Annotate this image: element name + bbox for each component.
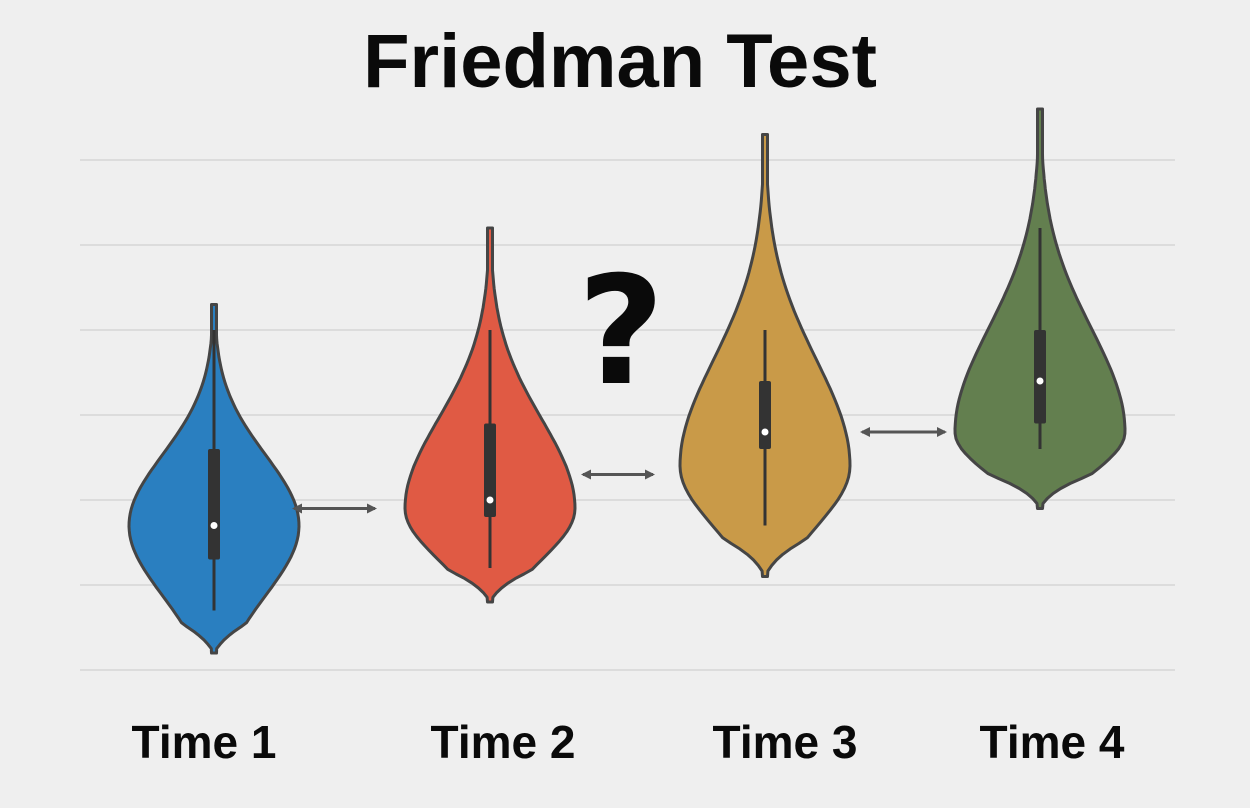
violin-iqr-box: [759, 381, 771, 449]
violin-median-point: [486, 496, 494, 504]
violin-2: [403, 226, 577, 604]
x-tick-label: Time 1: [132, 716, 277, 768]
x-tick-label: Time 3: [713, 716, 858, 768]
x-tick-label: Time 2: [431, 716, 576, 768]
violin-iqr-box: [1034, 330, 1046, 424]
x-tick-label: Time 4: [980, 716, 1125, 768]
violin-3: [678, 133, 852, 578]
violin-4: [953, 107, 1127, 510]
violin-median-point: [761, 428, 769, 436]
violin-iqr-box: [208, 449, 220, 560]
violin-1: [127, 303, 301, 655]
violin-median-point: [210, 522, 218, 529]
question-mark-annotation: ?: [577, 245, 664, 419]
violin-iqr-box: [484, 423, 496, 517]
chart-title: Friedman Test: [363, 19, 877, 104]
violin-median-point: [1036, 377, 1044, 385]
